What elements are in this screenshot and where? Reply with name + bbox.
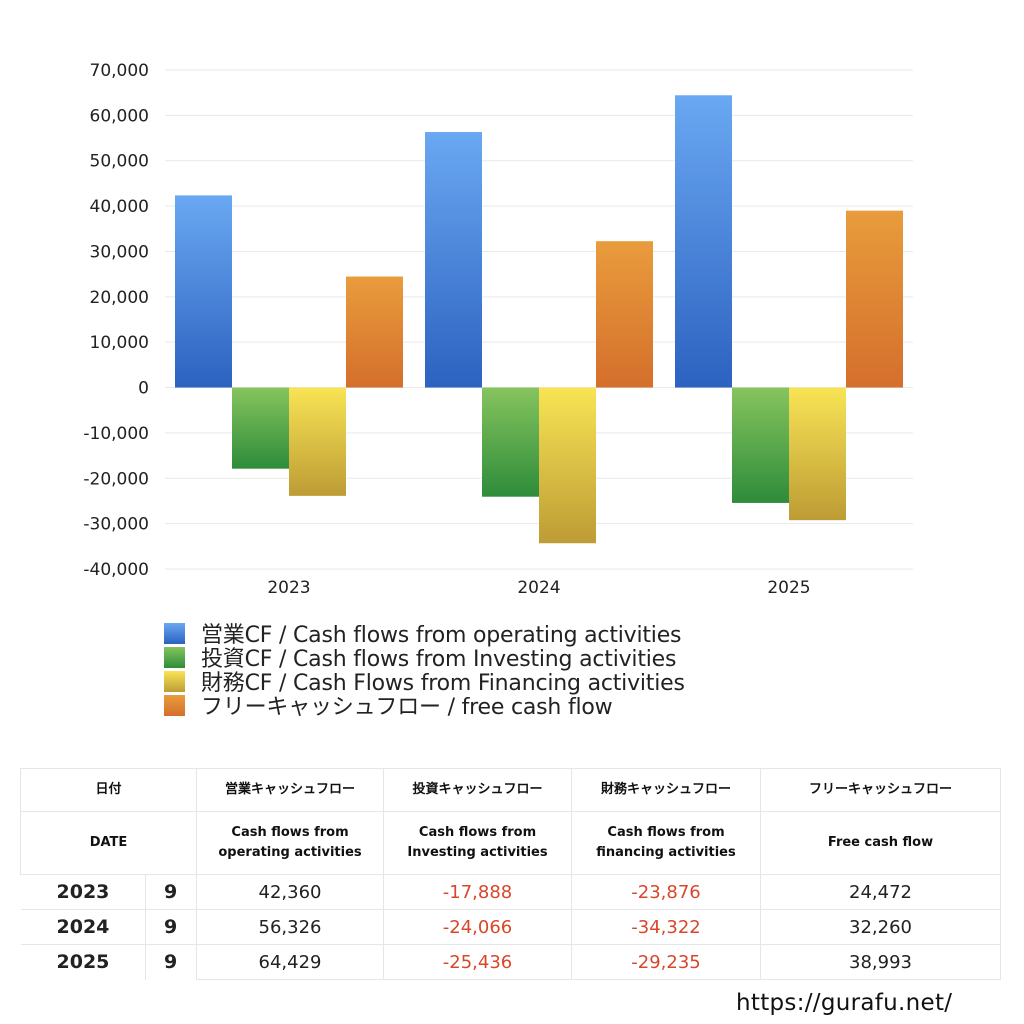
bar-2024-series-1: [425, 132, 482, 388]
row-operating: 42,360: [196, 874, 385, 910]
y-tick-label: 0: [138, 379, 149, 399]
y-tick-label: 20,000: [90, 288, 149, 308]
row-month: 9: [144, 944, 198, 980]
header-investing-en: Cash flows from Investing activities: [383, 811, 573, 875]
y-tick-label: -10,000: [83, 424, 149, 444]
header-investing-jp: 投資キャッシュフロー: [383, 768, 573, 812]
x-axis-ticks: 2023 2024 2025: [267, 578, 810, 598]
legend-item-investing: 投資CF / Cash flows from Investing activit…: [164, 645, 685, 672]
row-investing: -25,436: [383, 944, 573, 980]
y-tick-label: -20,000: [83, 469, 149, 489]
row-financing: -23,876: [571, 874, 762, 910]
y-tick-label: 40,000: [90, 197, 149, 217]
bar-2023-series-3: [289, 387, 346, 496]
table-header-row-en: DATE Cash flows from operating activities…: [19, 811, 1002, 875]
x-tick-label: 2025: [767, 578, 810, 598]
y-tick-label: 70,000: [90, 61, 149, 81]
header-financing-en: Cash flows from financing activities: [571, 811, 762, 875]
row-month: 9: [144, 874, 198, 910]
row-year: 2023: [20, 874, 146, 910]
header-free-jp: フリーキャッシュフロー: [760, 768, 1002, 812]
bar-2024-series-4: [596, 241, 653, 388]
row-financing: -34,322: [571, 909, 762, 945]
row-free: 24,472: [760, 874, 1002, 910]
row-year: 2025: [20, 944, 146, 980]
site-url: https://gurafu.net/: [736, 990, 953, 1016]
row-operating: 64,429: [196, 944, 385, 980]
bar-2025-series-1: [675, 95, 732, 388]
header-financing-jp: 財務キャッシュフロー: [571, 768, 762, 812]
header-operating-en: Cash flows from operating activities: [196, 811, 385, 875]
legend-swatch-financing: [164, 670, 185, 692]
y-tick-label: 30,000: [90, 242, 149, 262]
header-operating-en-line2: operating activities: [218, 845, 362, 860]
legend-label-investing: 投資CF / Cash flows from Investing activit…: [201, 647, 677, 672]
legend-label-financing: 財務CF / Cash Flows from Financing activit…: [201, 671, 685, 696]
header-investing-en-line2: Investing activities: [407, 845, 548, 860]
legend-item-operating: 営業CF / Cash flows from operating activit…: [164, 621, 685, 648]
bar-2023-series-2: [232, 387, 289, 469]
cash-flow-bar-chart: 70,000 60,000 50,000 40,000 30,000 20,000 10,0…: [83, 61, 913, 598]
legend-label-free: フリーキャッシュフロー / free cash flow: [201, 695, 613, 720]
header-investing-en-line1: Cash flows from: [418, 825, 537, 840]
table-row: 2025 9 64,429 -25,436 -29,235 38,993: [20, 944, 1002, 980]
bar-2025-series-2: [732, 387, 789, 503]
row-operating: 56,326: [196, 909, 385, 945]
row-year: 2024: [20, 909, 146, 945]
row-financing: -29,235: [571, 944, 762, 980]
table-row: 2023 9 42,360 -17,888 -23,876 24,472: [20, 874, 1002, 910]
legend-swatch-operating: [164, 622, 185, 644]
legend-item-free: フリーキャッシュフロー / free cash flow: [164, 693, 685, 720]
bar-2025-series-3: [789, 387, 846, 521]
bar-2025-series-4: [846, 210, 903, 388]
legend-item-financing: 財務CF / Cash Flows from Financing activit…: [164, 669, 685, 696]
header-date-en: DATE: [19, 811, 198, 875]
y-tick-label: -30,000: [83, 515, 149, 535]
legend-swatch-free: [164, 694, 185, 716]
y-tick-label: 60,000: [90, 106, 149, 126]
header-operating-jp: 営業キャッシュフロー: [196, 768, 385, 812]
table-row: 2024 9 56,326 -24,066 -34,322 32,260: [20, 909, 1002, 945]
legend-label-operating: 営業CF / Cash flows from operating activit…: [201, 623, 682, 648]
row-month: 9: [144, 909, 198, 945]
header-operating-en-line1: Cash flows from: [231, 825, 349, 840]
table-header-row-jp: 日付 営業キャッシュフロー 投資キャッシュフロー 財務キャッシュフロー フリーキ…: [19, 768, 1002, 812]
y-tick-label: 50,000: [90, 152, 149, 172]
row-free: 32,260: [760, 909, 1002, 945]
x-tick-label: 2023: [267, 578, 310, 598]
y-tick-label: 10,000: [90, 333, 149, 353]
row-investing: -17,888: [383, 874, 573, 910]
bar-2024-series-3: [539, 387, 596, 544]
bar-2023-series-4: [346, 276, 403, 388]
y-axis-ticks: 70,000 60,000 50,000 40,000 30,000 20,000 10,0…: [83, 61, 149, 580]
header-financing-en-line2: financing activities: [596, 845, 736, 860]
legend: 営業CF / Cash flows from operating activit…: [164, 621, 685, 720]
bar-2024-series-2: [482, 387, 539, 497]
header-financing-en-line1: Cash flows from: [607, 825, 725, 840]
x-tick-label: 2024: [517, 578, 560, 598]
bar-2023-series-1: [175, 195, 232, 388]
legend-swatch-investing: [164, 646, 185, 668]
row-investing: -24,066: [383, 909, 573, 945]
bars: [175, 95, 903, 544]
header-date-jp: 日付: [19, 768, 198, 812]
header-free-en: Free cash flow: [760, 811, 1002, 875]
y-tick-label: -40,000: [83, 560, 149, 580]
row-free: 38,993: [760, 944, 1002, 980]
cash-flow-table: 日付 営業キャッシュフロー 投資キャッシュフロー 財務キャッシュフロー フリーキ…: [19, 768, 1002, 980]
